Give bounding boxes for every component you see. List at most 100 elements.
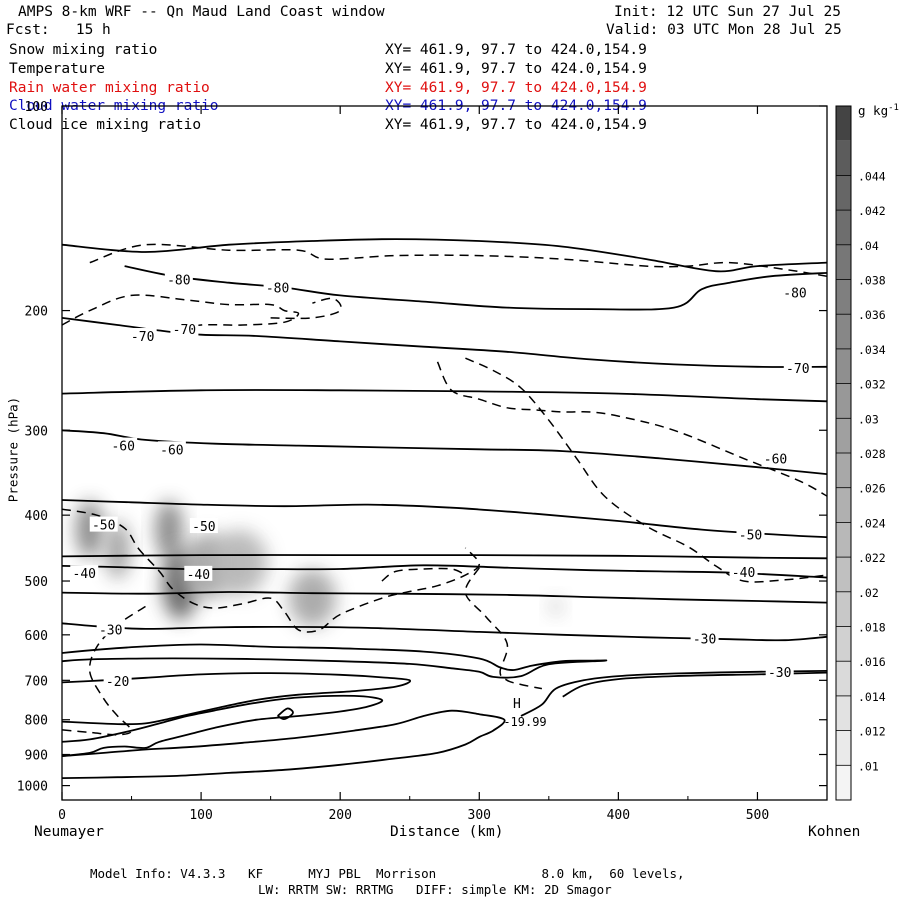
colorbar-swatch [836, 348, 851, 384]
mixing-ratio-contour [381, 567, 466, 582]
x-tick-label: 300 [468, 808, 491, 823]
chart-title: AMPS 8-km WRF -- Qn Maud Land Coast wind… [18, 4, 385, 20]
temperature-label: -20 [106, 675, 129, 690]
y-tick-label: 400 [25, 509, 48, 524]
temperature-isotherm [520, 670, 827, 717]
plot-frame [61, 105, 828, 801]
y-tick-label: 800 [25, 714, 48, 729]
y-tick-label: 900 [25, 749, 48, 764]
legend-coords-temperature: XY= 461.9, 97.7 to 424.0,154.9 [385, 61, 647, 77]
colorbar-tick-label: .02 [858, 586, 879, 600]
colorbar-tick-label: .01 [858, 759, 879, 773]
colorbar-tick-label: .014 [858, 690, 886, 704]
mixing-ratio-contours [62, 243, 827, 736]
temperature-isotherm [62, 672, 412, 726]
forecast-hour: Fcst: 15 h [6, 22, 111, 38]
temperature-label: -60 [111, 440, 134, 455]
temperature-label: -70 [786, 362, 809, 377]
colorbar-swatch [836, 140, 851, 176]
colorbar-swatch [836, 661, 851, 696]
colorbar-swatch [836, 557, 851, 592]
temperature-isotherm [62, 564, 827, 579]
x-tick-label: 0 [58, 808, 66, 823]
high-marker-value: -19.99 [503, 715, 546, 729]
colorbar-tick-label: .018 [858, 621, 886, 635]
mixing-ratio-contour [270, 297, 342, 320]
mixing-ratio-contour [89, 243, 827, 277]
colorbar-tick-label: .034 [858, 343, 886, 357]
colorbar-swatch [836, 418, 851, 453]
mixing-ratio-contour [465, 357, 827, 583]
legend-coords-rain: XY= 461.9, 97.7 to 424.0,154.9 [385, 80, 647, 96]
label-mask [103, 673, 132, 689]
colorbar-swatch [836, 765, 851, 800]
y-axis-label: Pressure (hPa) [5, 396, 21, 503]
y-tick-label: 1000 [17, 780, 48, 795]
colorbar-tick-label: .028 [858, 447, 886, 461]
legend-coords-cloud-ice: XY= 461.9, 97.7 to 424.0,154.9 [385, 117, 647, 133]
label-mask [783, 360, 812, 376]
temperature-label: -50 [739, 528, 762, 543]
axes: 0 100 200 300 400 500 100 200 300 400 500 600 700 800… [17, 100, 827, 823]
colorbar-swatch [836, 244, 851, 280]
cloud-ice-shading [75, 500, 565, 628]
label-mask [184, 565, 213, 581]
temperature-label: -40 [732, 566, 755, 581]
y-tick-label: 500 [25, 575, 48, 590]
temperature-label: -70 [131, 330, 154, 345]
colorbar-tick-label: .03 [858, 412, 879, 426]
y-tick-label: 100 [25, 100, 48, 115]
temperature-isotherm [62, 643, 608, 679]
colorbar-tick-label: .016 [858, 655, 886, 669]
colorbar-tick-label: .022 [858, 551, 886, 565]
label-mask [109, 437, 138, 453]
colorbar-swatch [836, 522, 851, 558]
colorbar-tick-label: .042 [858, 204, 886, 218]
temperature-label: -60 [764, 452, 787, 467]
temperature-label: -40 [187, 568, 210, 583]
colorbar-swatch [836, 626, 851, 662]
x-tick-label: 400 [607, 808, 630, 823]
temperature-isotherm [62, 694, 384, 757]
colorbar-swatch [836, 106, 851, 141]
label-mask [170, 321, 199, 337]
footer-physics-info: LW: RRTM SW: RRTMG DIFF: simple KM: 2D S… [258, 882, 612, 897]
colorbar-tick-label: .036 [858, 308, 886, 322]
temperature-isotherm [62, 709, 506, 779]
footer-model-info: Model Info: V4.3.3 KF MYJ PBL Morrison 8… [90, 866, 685, 881]
temperature-label: -30 [768, 666, 791, 681]
label-mask [690, 630, 719, 646]
temperature-label: -50 [192, 520, 215, 535]
label-mask [761, 450, 790, 466]
temperature-label: -40 [73, 567, 96, 582]
y-tick-label: 300 [25, 424, 48, 439]
label-mask [70, 565, 99, 581]
cloud-ice-blob [288, 569, 337, 628]
mixing-ratio-contour [62, 294, 300, 332]
endpoint-left: Neumayer [34, 824, 104, 840]
init-time: Init: 12 UTC Sun 27 Jul 25 [614, 4, 841, 20]
colorbar-tick-label: .038 [858, 274, 886, 288]
cloud-ice-blob [105, 521, 131, 579]
colorbar-swatch [836, 210, 851, 245]
label-mask [189, 518, 218, 534]
colorbar-tick-label: .04 [858, 239, 879, 253]
x-tick-label: 500 [746, 808, 769, 823]
colorbar-swatch [836, 314, 851, 349]
temperature-isotherm [62, 389, 827, 403]
temperature-labels: -80 -80 -80 -70 -70 -70 -60 -60 -60 -50 -50 -50 -40 -… [70, 271, 812, 729]
colorbar-swatch [836, 730, 851, 766]
label-mask [89, 516, 118, 532]
temperature-label: -30 [99, 623, 122, 638]
colorbar-tick-label: .024 [858, 516, 886, 530]
high-marker: H [513, 697, 521, 712]
mixing-ratio-contour [464, 567, 543, 690]
mixing-ratio-contour [436, 361, 827, 497]
x-axis-label: Distance (km) [390, 824, 504, 840]
temperature-isotherm [124, 265, 827, 311]
x-tick-label: 200 [328, 808, 351, 823]
label-mask [128, 328, 157, 344]
y-tick-label: 600 [25, 629, 48, 644]
y-tick-label: 700 [25, 674, 48, 689]
